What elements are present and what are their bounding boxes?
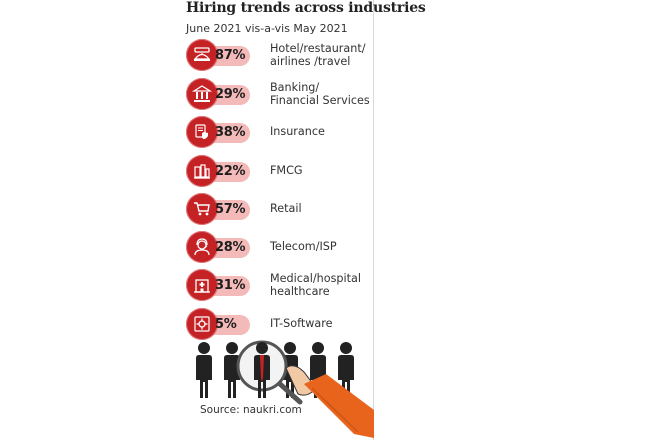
industry-label: Banking/ Financial Services xyxy=(270,81,370,107)
magnifier-handle xyxy=(277,381,303,405)
chart-title: Hiring trends across industries xyxy=(186,0,426,16)
industry-label: FMCG xyxy=(270,164,303,177)
industry-label: Telecom/ISP xyxy=(270,240,337,253)
percent-value: 87% xyxy=(215,48,246,63)
person-icon xyxy=(196,342,212,398)
hotel-bell-icon xyxy=(193,47,211,61)
icon-badge xyxy=(186,308,218,340)
industry-label-line1: FMCG xyxy=(270,164,303,177)
industry-label: Medical/hospital healthcare xyxy=(270,272,361,298)
hospital-icon xyxy=(194,279,210,293)
industry-label-line1: Insurance xyxy=(270,125,325,138)
percent-value: 28% xyxy=(215,240,246,255)
bank-icon xyxy=(192,85,212,102)
shopping-cart-icon xyxy=(194,202,210,216)
industry-label: Retail xyxy=(270,202,302,215)
software-gear-icon xyxy=(194,316,210,332)
industry-row-retail: 57% Retail xyxy=(186,193,374,225)
icon-badge xyxy=(186,269,218,301)
sleeve-icon xyxy=(304,374,374,438)
source-note: Source: naukri.com xyxy=(200,404,302,416)
industry-label-line1: IT-Software xyxy=(270,317,333,330)
industry-label-line2: healthcare xyxy=(270,285,330,298)
panel-divider xyxy=(373,0,374,440)
industry-label-line1: Retail xyxy=(270,202,302,215)
percent-value: 22% xyxy=(215,164,246,179)
industry-label-line1: Telecom/ISP xyxy=(270,240,337,253)
percent-value: 38% xyxy=(215,125,246,140)
headset-operator-icon xyxy=(194,238,210,256)
people-illustration xyxy=(196,340,374,438)
industry-label-line1: Banking/ xyxy=(270,81,320,94)
industry-label: Insurance xyxy=(270,125,325,138)
industry-row-hotel: 87% Hotel/restaurant/ airlines /travel xyxy=(186,39,374,71)
industry-label-line2: Financial Services xyxy=(270,94,370,107)
industry-row-it-software: 5% IT-Software xyxy=(186,308,374,340)
industry-row-fmcg: 22% FMCG xyxy=(186,155,374,187)
percent-value: 57% xyxy=(215,202,246,217)
industry-label-line1: Hotel/restaurant/ xyxy=(270,42,366,55)
industry-row-telecom: 28% Telecom/ISP xyxy=(186,231,374,263)
industry-label-line2: airlines /travel xyxy=(270,55,351,68)
industry-row-banking: 29% Banking/ Financial Services xyxy=(186,78,374,110)
chart-subtitle: June 2021 vis-a-vis May 2021 xyxy=(186,22,348,35)
industry-row-medical: 31% Medical/hospital healthcare xyxy=(186,269,374,301)
percent-value: 31% xyxy=(215,278,246,293)
fmcg-products-icon xyxy=(194,164,210,179)
sleeve-stripe xyxy=(311,387,359,433)
industry-label: IT-Software xyxy=(270,317,332,330)
icon-badge xyxy=(186,78,218,110)
industry-label: Hotel/restaurant/ airlines /travel xyxy=(270,42,366,68)
industry-row-insurance: 38% Insurance xyxy=(186,116,374,148)
icon-badge xyxy=(186,39,218,71)
icon-badge xyxy=(186,116,218,148)
insurance-shield-icon xyxy=(195,124,208,139)
percent-value: 29% xyxy=(215,87,246,102)
tie-icon xyxy=(260,355,264,382)
percent-value: 5% xyxy=(215,317,237,332)
icon-badge xyxy=(186,231,218,263)
icon-badge xyxy=(186,155,218,187)
industry-label-line1: Medical/hospital xyxy=(270,272,361,285)
icon-badge xyxy=(186,193,218,225)
